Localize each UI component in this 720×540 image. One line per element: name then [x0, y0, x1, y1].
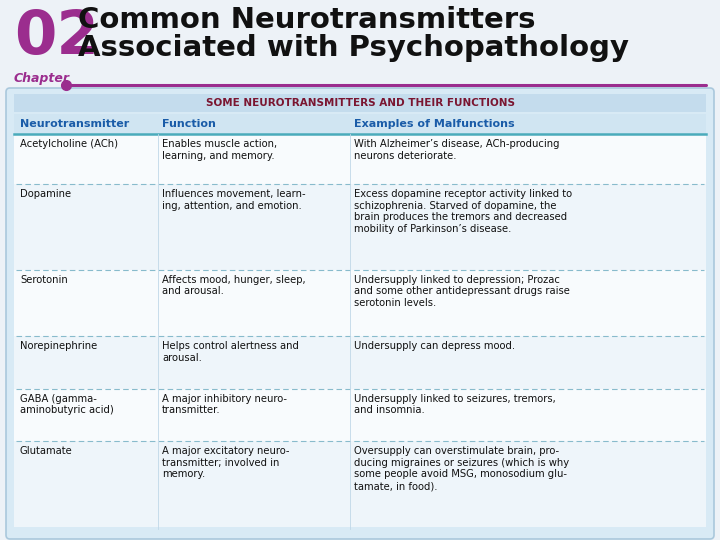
Bar — [14, 441, 706, 527]
Text: A major inhibitory neuro-
transmitter.: A major inhibitory neuro- transmitter. — [162, 394, 287, 415]
Text: Oversupply can overstimulate brain, pro-
ducing migraines or seizures (which is : Oversupply can overstimulate brain, pro-… — [354, 446, 569, 491]
Bar — [14, 94, 706, 112]
Text: Norepinephrine: Norepinephrine — [20, 341, 97, 352]
Bar — [14, 184, 706, 270]
Text: GABA (gamma-
aminobutyric acid): GABA (gamma- aminobutyric acid) — [20, 394, 114, 415]
Text: Examples of Malfunctions: Examples of Malfunctions — [354, 119, 515, 129]
Text: Enables muscle action,
learning, and memory.: Enables muscle action, learning, and mem… — [162, 139, 277, 160]
Bar — [14, 114, 706, 134]
Text: Dopamine: Dopamine — [20, 189, 71, 199]
Text: Associated with Psychopathology: Associated with Psychopathology — [78, 34, 629, 62]
Text: Affects mood, hunger, sleep,
and arousal.: Affects mood, hunger, sleep, and arousal… — [162, 275, 305, 296]
Bar — [14, 134, 706, 184]
Text: Undersupply linked to seizures, tremors,
and insomnia.: Undersupply linked to seizures, tremors,… — [354, 394, 556, 415]
Text: SOME NEUROTRANSMITTERS AND THEIR FUNCTIONS: SOME NEUROTRANSMITTERS AND THEIR FUNCTIO… — [205, 98, 515, 108]
Text: Undersupply linked to depression; Prozac
and some other antidepressant drugs rai: Undersupply linked to depression; Prozac… — [354, 275, 570, 308]
Text: Helps control alertness and
arousal.: Helps control alertness and arousal. — [162, 341, 299, 363]
Bar — [14, 336, 706, 389]
Text: Excess dopamine receptor activity linked to
schizophrenia. Starved of dopamine, : Excess dopamine receptor activity linked… — [354, 189, 572, 234]
Text: Neurotransmitter: Neurotransmitter — [20, 119, 130, 129]
Text: Chapter: Chapter — [14, 72, 70, 85]
Bar — [14, 389, 706, 441]
Text: Common Neurotransmitters: Common Neurotransmitters — [78, 6, 536, 34]
Text: Acetylcholine (ACh): Acetylcholine (ACh) — [20, 139, 118, 149]
Text: Glutamate: Glutamate — [20, 446, 73, 456]
Bar — [14, 270, 706, 336]
Text: Undersupply can depress mood.: Undersupply can depress mood. — [354, 341, 515, 352]
Text: Serotonin: Serotonin — [20, 275, 68, 285]
Text: 02: 02 — [14, 8, 99, 67]
Text: A major excitatory neuro-
transmitter; involved in
memory.: A major excitatory neuro- transmitter; i… — [162, 446, 289, 480]
Text: Function: Function — [162, 119, 216, 129]
Text: With Alzheimer’s disease, ACh-producing
neurons deteriorate.: With Alzheimer’s disease, ACh-producing … — [354, 139, 559, 160]
FancyBboxPatch shape — [6, 88, 714, 539]
Text: Influences movement, learn-
ing, attention, and emotion.: Influences movement, learn- ing, attenti… — [162, 189, 305, 211]
